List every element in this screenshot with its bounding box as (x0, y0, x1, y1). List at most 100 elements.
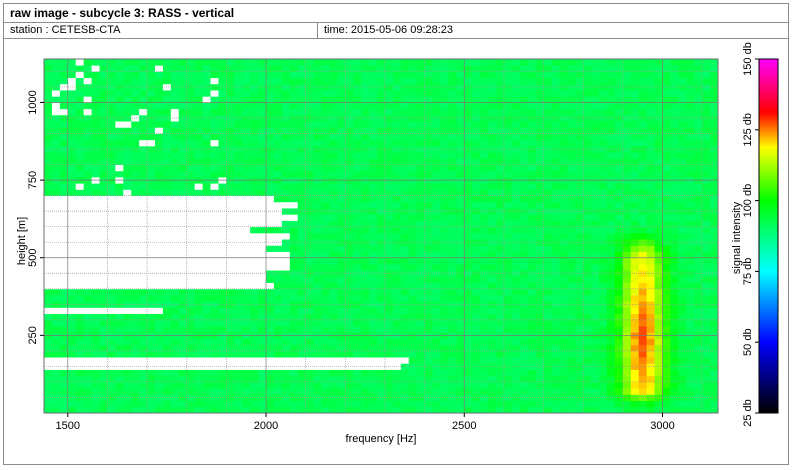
heatmap-cell (392, 164, 402, 172)
heatmap-cell (377, 189, 386, 197)
heatmap-cell (583, 357, 592, 364)
heatmap-cell (289, 307, 299, 315)
heatmap-cell (361, 232, 370, 240)
heatmap-cell (511, 152, 521, 159)
heatmap-cell (210, 257, 219, 265)
heatmap-cell (353, 108, 362, 116)
heatmap-cell (440, 121, 449, 128)
heatmap-cell (250, 388, 259, 395)
heatmap-cell (67, 108, 77, 116)
heatmap-cell (170, 313, 180, 321)
heatmap-cell (51, 152, 61, 159)
heatmap-cell (527, 164, 537, 172)
heatmap-cell (599, 214, 608, 221)
heatmap-cell (702, 108, 711, 116)
heatmap-cell (464, 232, 473, 240)
heatmap-cell (329, 239, 338, 246)
heatmap-cell (384, 350, 394, 358)
heatmap-cell (99, 307, 108, 315)
heatmap-cell (131, 71, 140, 79)
heatmap-cell (162, 108, 172, 116)
heatmap-cell (583, 263, 592, 271)
heatmap-cell (273, 282, 283, 290)
heatmap-cell (162, 307, 172, 315)
heatmap-cell (353, 344, 362, 352)
heatmap-cell (226, 263, 235, 271)
heatmap-cell (218, 226, 227, 234)
heatmap-cell (591, 214, 600, 221)
heatmap-cell (178, 121, 188, 128)
heatmap-cell (313, 251, 322, 259)
heatmap-cell (162, 96, 172, 103)
heatmap-cell (638, 406, 648, 414)
heatmap-cell (416, 108, 426, 116)
heatmap-cell (678, 245, 687, 252)
heatmap-cell (297, 326, 307, 333)
heatmap-cell (416, 226, 426, 234)
heatmap-cell (297, 288, 307, 296)
heatmap-cell (313, 295, 322, 302)
heatmap-cell (218, 319, 227, 327)
heatmap-cell (519, 357, 529, 364)
heatmap-cell (266, 214, 275, 221)
heatmap-cell (313, 201, 322, 209)
heatmap-cell (432, 375, 441, 383)
heatmap-cell (178, 381, 188, 389)
heatmap-cell (599, 59, 608, 66)
heatmap-cell (503, 96, 513, 103)
heatmap-cell (266, 164, 275, 172)
heatmap-cell (234, 189, 243, 197)
heatmap-cell (464, 357, 473, 364)
heatmap-cell (369, 65, 378, 72)
heatmap-cell (44, 288, 53, 296)
heatmap-cell (305, 239, 314, 246)
heatmap-cell (218, 251, 227, 259)
heatmap-cell (710, 257, 719, 265)
heatmap-cell (527, 77, 537, 85)
heatmap-cell (313, 326, 322, 333)
heatmap-cell (289, 400, 299, 408)
heatmap-cell (622, 139, 632, 147)
heatmap-cell (472, 295, 481, 302)
heatmap-cell (559, 394, 568, 401)
heatmap-cell (186, 96, 196, 103)
heatmap-cell (654, 232, 663, 240)
heatmap-cell (353, 77, 362, 85)
heatmap-cell (155, 394, 164, 401)
heatmap-cell (400, 164, 410, 172)
heatmap-cell (646, 195, 655, 203)
heatmap-cell (606, 164, 616, 172)
heatmap-cell (591, 170, 600, 178)
heatmap-cell (456, 90, 465, 97)
heatmap-cell (614, 344, 624, 352)
heatmap-cell (321, 350, 330, 358)
heatmap-cell (384, 220, 394, 228)
heatmap-cell (686, 338, 695, 346)
heatmap-cell (75, 102, 85, 110)
heatmap-cell (599, 282, 608, 290)
heatmap-cell (337, 263, 346, 271)
heatmap-cell (503, 158, 513, 165)
heatmap-cell (59, 257, 69, 265)
heatmap-cell (535, 326, 544, 333)
heatmap-cell (654, 307, 663, 315)
heatmap-cell (654, 220, 663, 228)
heatmap-cell (99, 170, 108, 178)
heatmap-cell (131, 152, 140, 159)
heatmap-cell (210, 158, 219, 165)
heatmap-cell (519, 400, 529, 408)
time-label: time: 2015-05-06 09:28:23 (324, 24, 454, 36)
heatmap-cell (662, 288, 671, 296)
heatmap-cell (345, 350, 354, 358)
heatmap-cell (67, 189, 77, 197)
heatmap-cell (440, 319, 449, 327)
heatmap-cell (408, 344, 418, 352)
heatmap-cell (258, 313, 267, 321)
heatmap-cell (567, 270, 576, 277)
heatmap-cell (480, 357, 489, 364)
heatmap-cell (353, 375, 362, 383)
heatmap-cell (258, 71, 267, 79)
heatmap-cell (234, 263, 243, 271)
heatmap-cell (202, 214, 211, 221)
heatmap-cell (638, 96, 648, 103)
